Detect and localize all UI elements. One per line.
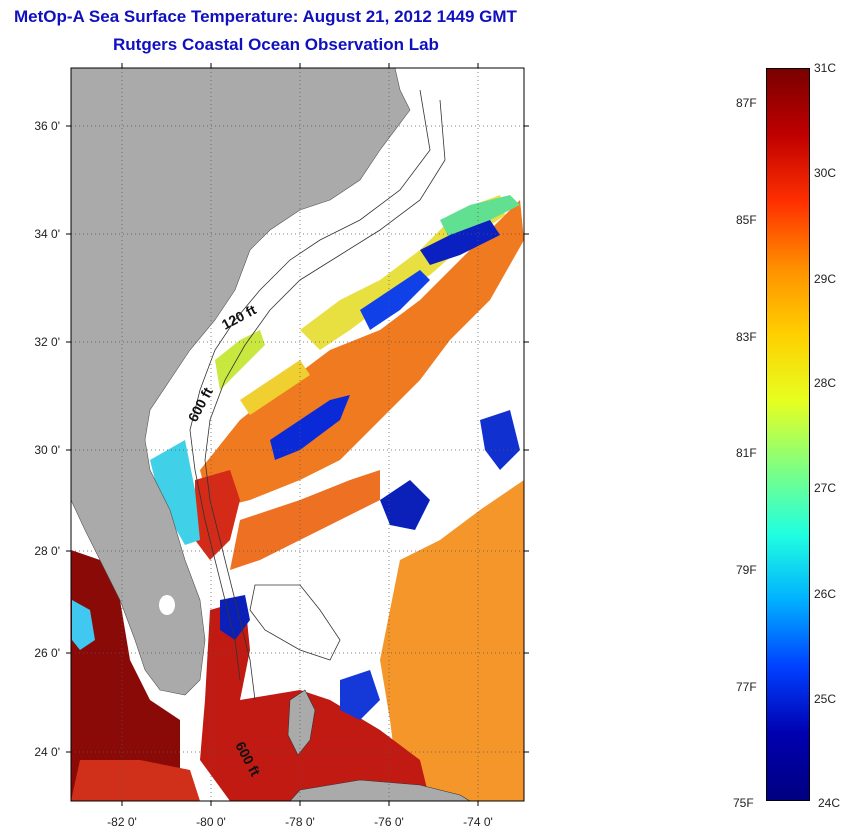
- isobath-120ft: [189, 89, 431, 681]
- sst-blue-streak-2: [360, 270, 430, 330]
- colorbar-label-85f: 85F: [736, 213, 757, 227]
- sst-cyan-coast: [150, 440, 200, 545]
- sst-blue-streak-3: [420, 220, 500, 265]
- bahamas-andros: [287, 689, 316, 756]
- sst-red-keys: [71, 760, 200, 801]
- colorbar-label-30c: 30C: [814, 166, 837, 180]
- longitude-labels: -82 0' -80 0' -78 0' -76 0' -74 0': [107, 815, 493, 829]
- land-southeast-us: [71, 68, 411, 696]
- colorbar-label-25c: 25C: [814, 692, 837, 706]
- axis-ticks: [66, 63, 529, 806]
- colorbar-label-24c: 24C: [818, 796, 841, 810]
- lat-label-34: 34 0': [34, 227, 60, 241]
- plot-frame: [70, 67, 525, 802]
- sst-map: 36 0' 34 0' 32 0' 30 0' 28 0' 26 0' 24 0…: [34, 63, 529, 829]
- lon-label-74: -74 0': [463, 815, 493, 829]
- lon-label-78: -78 0': [285, 815, 315, 829]
- sst-red-coast: [195, 470, 240, 560]
- sst-blue-streak-1: [270, 395, 350, 460]
- sst-blue-patch-7: [340, 670, 380, 720]
- sst-green-band: [440, 195, 520, 240]
- lon-label-80: -80 0': [196, 815, 226, 829]
- colorbar-label-79f: 79F: [736, 563, 757, 577]
- map-title: MetOp-A Sea Surface Temperature: August …: [14, 7, 517, 26]
- latitude-labels: 36 0' 34 0' 32 0' 30 0' 28 0' 26 0' 24 0…: [34, 119, 60, 759]
- colorbar-label-75f: 75F: [733, 796, 754, 810]
- bahamas-grand: [249, 584, 341, 661]
- lon-label-76: -76 0': [374, 815, 404, 829]
- sst-orange-east: [380, 480, 524, 801]
- sst-orange-mid: [230, 470, 380, 570]
- lat-label-30: 30 0': [34, 443, 60, 457]
- lat-label-26: 26 0': [34, 646, 60, 660]
- sst-darkred-west: [71, 550, 180, 801]
- colorbar-label-87f: 87F: [736, 96, 757, 110]
- sst-yellow-streak: [240, 360, 310, 415]
- lat-label-36: 36 0': [34, 119, 60, 133]
- colorbar-label-28c: 28C: [814, 376, 837, 390]
- lat-label-24: 24 0': [34, 745, 60, 759]
- lat-label-32: 32 0': [34, 335, 60, 349]
- lon-label-82: -82 0': [107, 815, 137, 829]
- colorbar-label-83f: 83F: [736, 330, 757, 344]
- sst-red-south: [200, 600, 430, 801]
- sst-blue-patch-4: [480, 410, 520, 470]
- color-scale-bar: [766, 68, 810, 801]
- colorbar-label-29c: 29C: [814, 272, 837, 286]
- map-subtitle: Rutgers Coastal Ocean Observation Lab: [113, 35, 439, 54]
- colorbar-label-27c: 27C: [814, 481, 837, 495]
- colorbar-label-81f: 81F: [736, 446, 757, 460]
- colorbar-label-26c: 26C: [814, 587, 837, 601]
- isobath-600ft: [204, 99, 446, 701]
- lat-label-28: 28 0': [34, 544, 60, 558]
- colorbar-label-31c: 31C: [814, 61, 837, 75]
- colorbar-label-77f: 77F: [736, 680, 757, 694]
- sst-warm-north: [200, 200, 524, 510]
- sst-field: [71, 195, 524, 801]
- sst-cyan-patch-8: [72, 600, 95, 650]
- lake-okeechobee: [159, 595, 175, 615]
- sst-blue-patch-5: [380, 480, 430, 530]
- cuba: [289, 779, 471, 801]
